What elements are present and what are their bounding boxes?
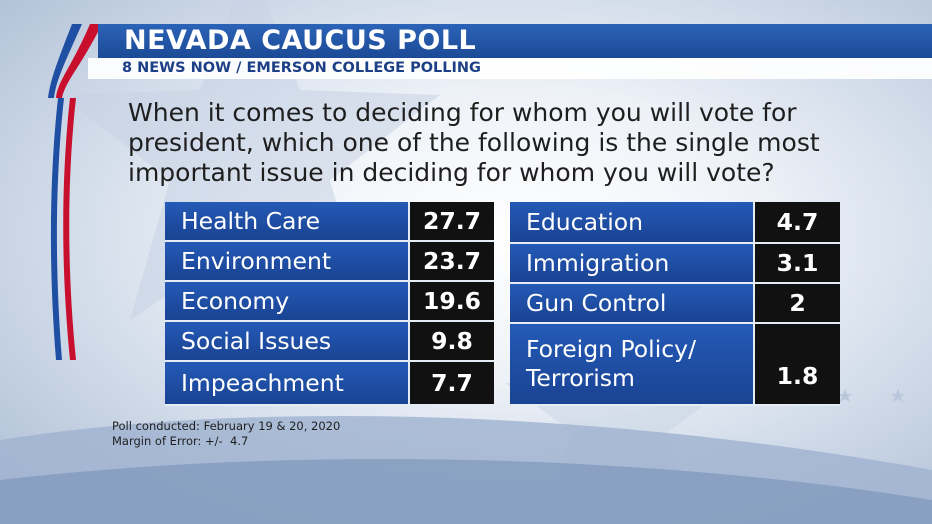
issue-label-line: Terrorism	[526, 364, 635, 392]
footnote-margin-of-error: Margin of Error: +/- 4.7	[112, 434, 249, 448]
small-star	[891, 389, 905, 402]
issue-label: Impeachment	[165, 362, 408, 406]
table-row: Foreign Policy/ Terrorism 1.8	[510, 324, 840, 406]
issue-value: 9.8	[408, 322, 494, 362]
table-row: Social Issues 9.8	[165, 322, 494, 362]
issue-value: 19.6	[408, 282, 494, 322]
issue-label: Environment	[165, 242, 408, 282]
blue-stripe	[48, 24, 82, 98]
issue-value: 7.7	[408, 362, 494, 406]
table-row: Environment 23.7	[165, 242, 494, 282]
issue-value: 2	[753, 284, 840, 324]
issue-label-line: Foreign Policy/	[526, 335, 696, 363]
issue-label: Education	[510, 202, 753, 244]
red-stripe	[56, 24, 102, 98]
issue-label: Economy	[165, 282, 408, 322]
star-shape	[505, 300, 735, 515]
issue-value: 23.7	[408, 242, 494, 282]
issue-value: 1.8	[753, 324, 840, 406]
blue-stripe-lower	[50, 98, 64, 360]
issue-value: 27.7	[408, 202, 494, 242]
red-stripe-lower	[63, 98, 76, 360]
footnote-poll-date: Poll conducted: February 19 & 20, 2020	[112, 419, 341, 433]
issue-label: Social Issues	[165, 322, 408, 362]
page-title: NEVADA CAUCUS POLL	[124, 25, 477, 56]
issue-value: 4.7	[753, 202, 840, 244]
issue-value: 3.1	[753, 244, 840, 284]
table-row: Impeachment 7.7	[165, 362, 494, 406]
small-star	[838, 389, 852, 402]
issue-label: Immigration	[510, 244, 753, 284]
table-row: Immigration 3.1	[510, 244, 840, 284]
table-row: Education 4.7	[510, 202, 840, 244]
table-row: Gun Control 2	[510, 284, 840, 324]
issue-label: Foreign Policy/ Terrorism	[510, 324, 753, 406]
bottom-swoosh-dark	[0, 458, 932, 524]
subtitle-bar	[88, 58, 932, 79]
poll-question: When it comes to deciding for whom you w…	[128, 98, 820, 187]
table-row: Economy 19.6	[165, 282, 494, 322]
title-bar	[98, 24, 932, 58]
issue-label: Health Care	[165, 202, 408, 242]
page-subtitle: 8 NEWS NOW / EMERSON COLLEGE POLLING	[122, 60, 481, 76]
issue-label: Gun Control	[510, 284, 753, 324]
table-row: Health Care 27.7	[165, 202, 494, 242]
